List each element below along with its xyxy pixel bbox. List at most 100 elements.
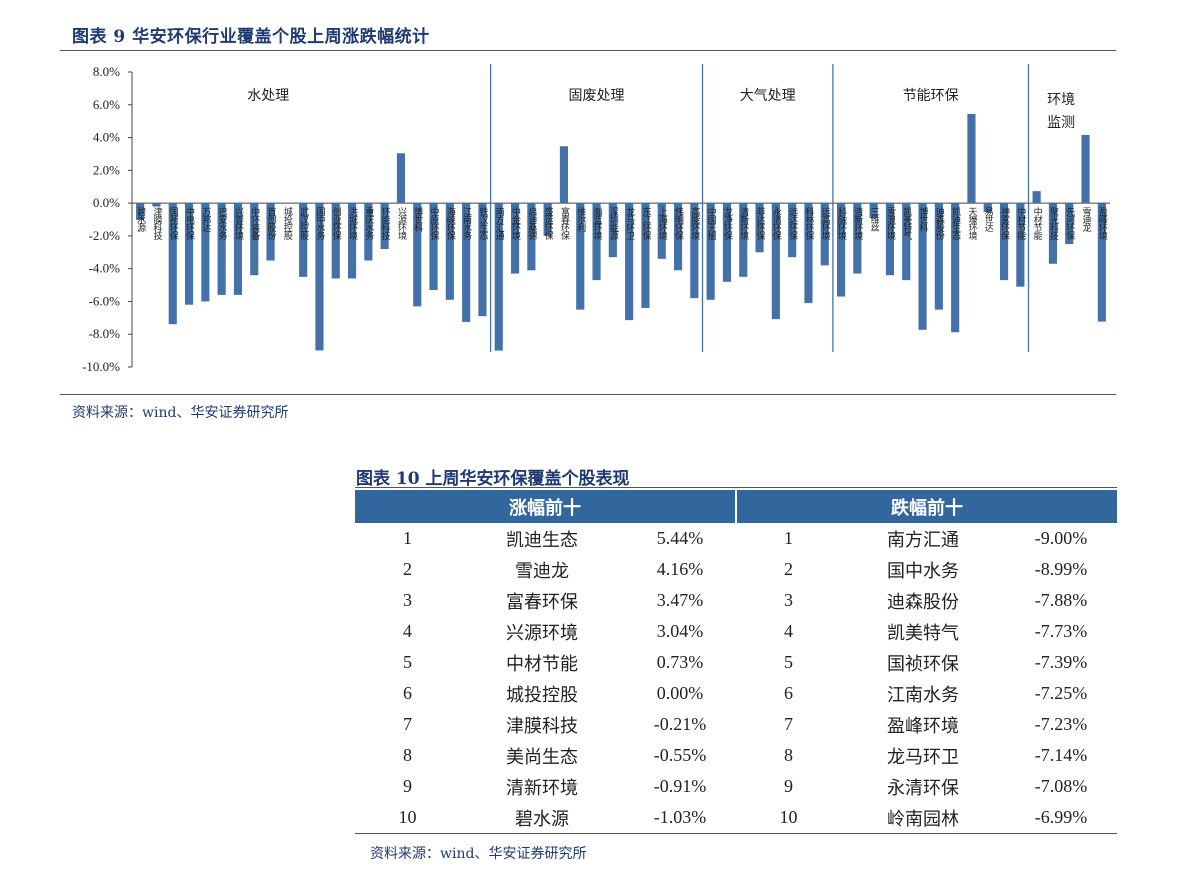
bar xyxy=(445,203,454,300)
loss-change: -9.00% xyxy=(1034,528,1088,548)
y-tick-label: 0.0% xyxy=(93,195,120,210)
loss-rank: 10 xyxy=(736,802,841,834)
category-label: 易世达 xyxy=(983,207,994,232)
bar xyxy=(967,113,976,204)
category-label: 碧水源 xyxy=(135,206,146,233)
category-label: 上海环境 xyxy=(657,207,668,241)
category-label: 凯迪生态 xyxy=(950,206,961,240)
category-label: 重庆水务 xyxy=(363,206,374,241)
category-label: 启迪桑德 xyxy=(526,206,537,241)
bar xyxy=(902,203,911,281)
category-label: 雪迪龙 xyxy=(1081,207,1092,232)
gain-rank: 5 xyxy=(403,652,412,672)
bar xyxy=(1065,203,1074,245)
y-tick-label: -4.0% xyxy=(89,261,121,276)
gain-rank: 3 xyxy=(403,590,412,610)
loss-change: -7.25% xyxy=(1034,683,1088,703)
gain-change: 3.47% xyxy=(656,590,704,610)
bar xyxy=(722,203,732,282)
bar xyxy=(641,203,650,308)
bar xyxy=(576,203,585,310)
bar xyxy=(201,203,210,302)
category-label: 创业环保 xyxy=(331,206,342,241)
table-row: 10 碧水源 -1.03% 10 岭南园林 -6.99% xyxy=(355,802,1117,834)
category-label: 三维丝 xyxy=(869,207,880,232)
category-label: 清新环境 xyxy=(852,206,863,241)
bar xyxy=(380,203,389,249)
y-tick-label: -8.0% xyxy=(89,326,121,341)
bar xyxy=(836,203,846,297)
bar xyxy=(885,203,895,276)
bar xyxy=(657,203,666,259)
loss-rank: 8 xyxy=(784,745,793,765)
category-label: 中金环境 xyxy=(510,206,521,241)
gain-change: -0.55% xyxy=(653,745,707,765)
bar xyxy=(559,146,569,204)
category-label: 武汉控股 xyxy=(298,206,309,241)
loss-change: -7.14% xyxy=(1034,745,1088,765)
gain-top10-header: 涨幅前十 xyxy=(355,490,737,523)
gain-change: 4.16% xyxy=(656,559,704,579)
y-tick-label: -2.0% xyxy=(89,228,121,243)
gain-stock-name: 碧水源 xyxy=(460,802,624,834)
category-label: 远达环保 xyxy=(787,207,798,241)
bar xyxy=(462,203,471,322)
loss-stock-name: 凯美特气 xyxy=(887,622,959,644)
bar xyxy=(494,203,503,351)
gain-rank: 1 xyxy=(403,528,412,548)
category-label: 伟明环保 xyxy=(673,206,684,241)
category-label: 国中水务 xyxy=(314,207,325,241)
figure10-source: 资料来源：wind、华安证券研究所 xyxy=(370,846,587,862)
gain-change: 0.73% xyxy=(656,652,704,672)
category-label: 远高环境 xyxy=(820,207,831,241)
gain-change: 3.04% xyxy=(656,621,704,641)
bar xyxy=(1032,191,1041,204)
group-label: 环境 xyxy=(1047,92,1075,108)
category-label: 科融环境 xyxy=(836,206,847,241)
category-label: 中原环保 xyxy=(429,206,440,241)
bar xyxy=(543,203,552,236)
loss-stock-name: 江南水务 xyxy=(887,684,959,706)
loss-rank: 1 xyxy=(784,528,793,548)
category-label: 中电环保 xyxy=(184,206,195,241)
gain-change: -1.03% xyxy=(624,802,736,834)
category-label: 雪浪环境 xyxy=(885,207,896,241)
bar xyxy=(315,203,324,351)
table-row: 2 雪迪龙 4.16% 2 国中水务 -8.99% xyxy=(355,554,1117,585)
bar xyxy=(413,203,422,307)
loss-change: -8.99% xyxy=(1034,559,1088,579)
category-label: 神雾环保 xyxy=(999,206,1010,241)
y-tick-label: -10.0% xyxy=(82,359,120,374)
bar xyxy=(250,203,259,276)
gain-change: -0.21% xyxy=(653,714,707,734)
loss-rank: 9 xyxy=(784,776,793,796)
y-tick-label: 8.0% xyxy=(93,64,120,79)
bar xyxy=(1097,203,1106,322)
category-label: 博世科 xyxy=(918,206,929,233)
table-row: 6 城投控股 0.00% 6 江南水务 -7.25% xyxy=(355,678,1117,709)
bar xyxy=(608,203,617,258)
gain-stock-name: 凯迪生态 xyxy=(506,529,578,551)
bar xyxy=(951,203,960,333)
bar xyxy=(168,203,177,325)
bar xyxy=(755,203,764,253)
table-row: 3 富春环保 3.47% 3 迪森股份 -7.88% xyxy=(355,585,1117,616)
loss-rank: 3 xyxy=(784,590,793,610)
y-tick-label: 4.0% xyxy=(93,130,120,145)
bar xyxy=(136,203,145,220)
category-label: 维尔利 xyxy=(575,206,586,232)
table-row: 4 兴源环境 3.04% 4 凯美特气 -7.73% xyxy=(355,616,1117,647)
category-label: 富春环保 xyxy=(559,206,570,241)
category-label: 国祯环保 xyxy=(168,207,179,241)
gain-rank: 10 xyxy=(355,802,460,834)
category-label: 聚光科技 xyxy=(1048,207,1059,241)
bar xyxy=(217,203,226,295)
bar xyxy=(706,203,715,300)
category-label: 科林环保 xyxy=(803,206,814,241)
table-row: 7 津膜科技 -0.21% 7 盈峰环境 -7.23% xyxy=(355,709,1117,740)
category-label: 永清环保 xyxy=(771,206,782,241)
category-label: 龙马环卫 xyxy=(624,206,635,240)
category-label: 博世科 xyxy=(412,206,423,233)
category-label: 城投控股 xyxy=(282,207,293,241)
bar xyxy=(690,203,699,299)
